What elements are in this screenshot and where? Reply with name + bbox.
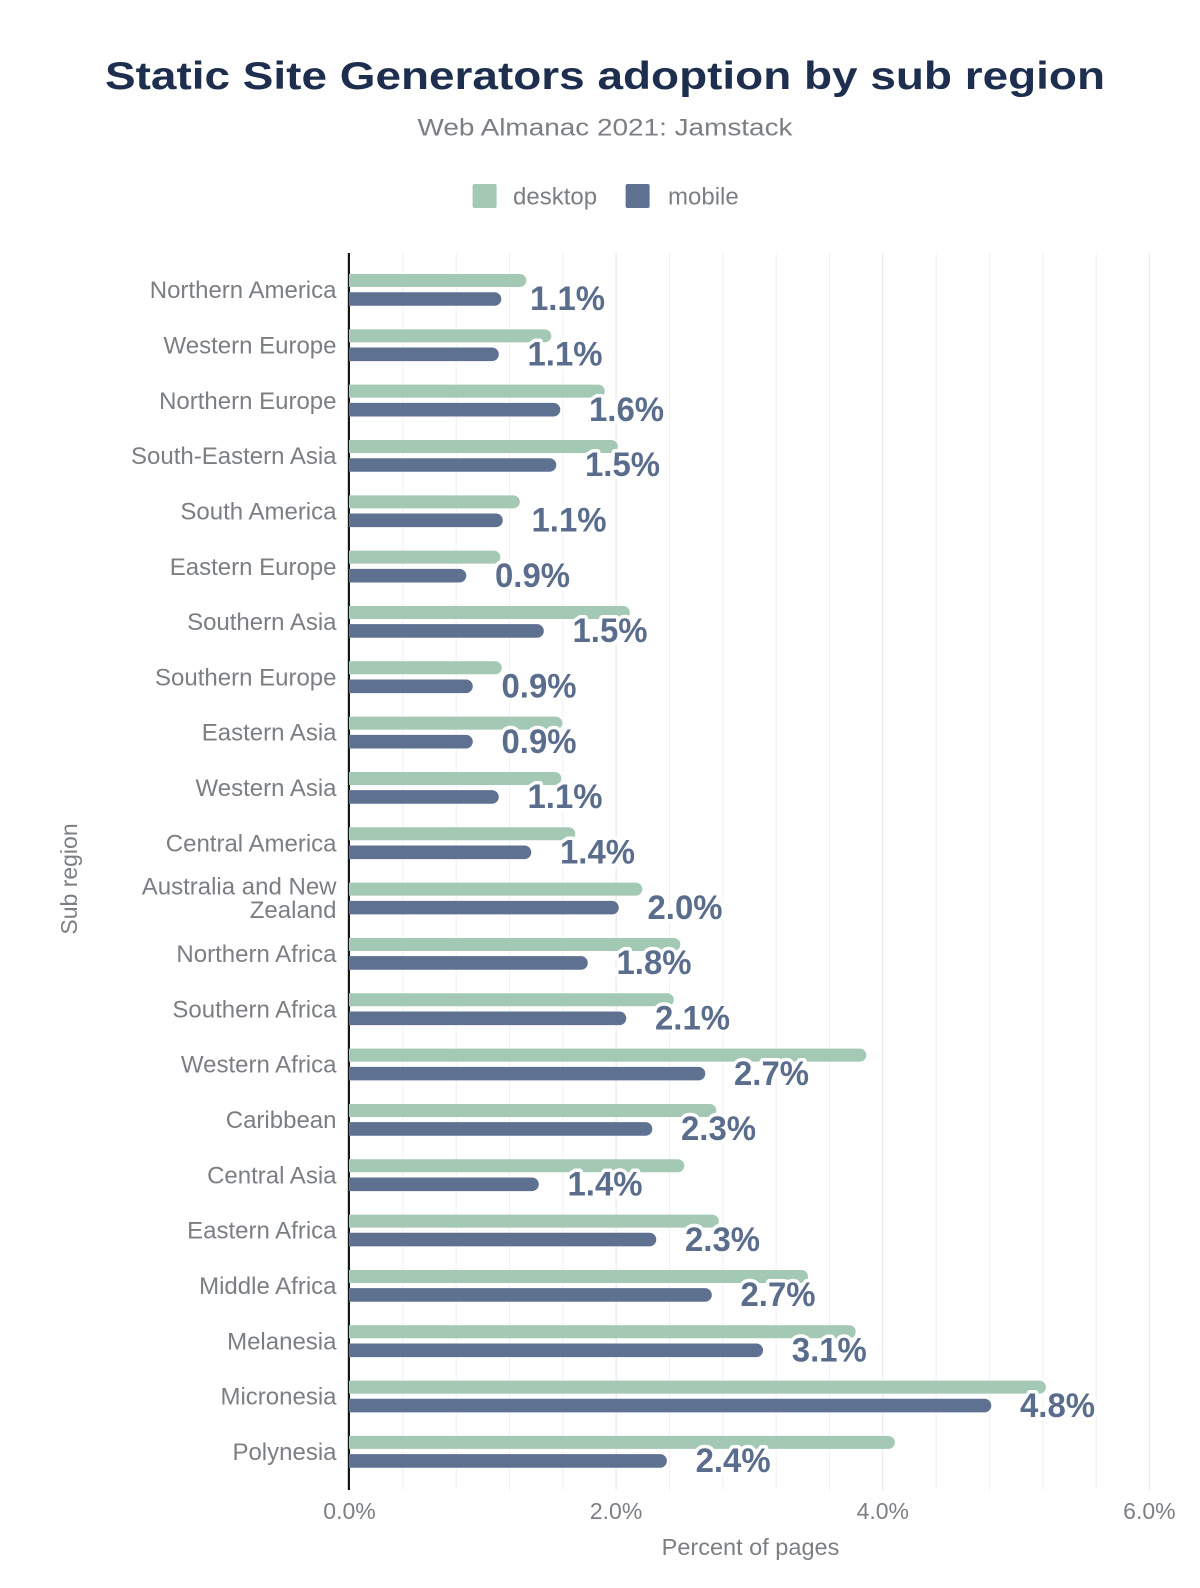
svg-text:1.4%: 1.4% <box>560 834 635 872</box>
svg-text:Northern Africa: Northern Africa <box>176 941 337 968</box>
svg-text:2.1%: 2.1% <box>655 1000 730 1038</box>
svg-text:1.6%: 1.6% <box>589 391 664 429</box>
svg-text:Percent of pages: Percent of pages <box>662 1534 840 1560</box>
svg-text:Central Asia: Central Asia <box>207 1162 337 1189</box>
svg-text:Western Africa: Western Africa <box>181 1052 337 1079</box>
svg-text:desktop: desktop <box>513 184 597 211</box>
svg-text:1.5%: 1.5% <box>585 446 660 484</box>
svg-text:4.0%: 4.0% <box>857 1498 909 1524</box>
svg-text:mobile: mobile <box>668 184 739 211</box>
svg-text:3.1%: 3.1% <box>792 1332 867 1370</box>
svg-text:2.7%: 2.7% <box>734 1055 809 1093</box>
svg-text:1.4%: 1.4% <box>568 1166 643 1204</box>
svg-text:0.9%: 0.9% <box>502 668 577 706</box>
svg-text:Caribbean: Caribbean <box>226 1107 337 1134</box>
svg-text:1.1%: 1.1% <box>528 336 603 374</box>
svg-text:6.0%: 6.0% <box>1123 1498 1175 1524</box>
svg-text:0.9%: 0.9% <box>502 723 577 761</box>
svg-text:South-Eastern Asia: South-Eastern Asia <box>131 443 337 470</box>
svg-text:Eastern Asia: Eastern Asia <box>202 720 337 747</box>
svg-text:Eastern Africa: Eastern Africa <box>187 1218 337 1245</box>
svg-text:Eastern Europe: Eastern Europe <box>170 554 337 581</box>
svg-text:4.8%: 4.8% <box>1020 1387 1095 1425</box>
svg-text:1.5%: 1.5% <box>573 612 648 650</box>
svg-text:2.4%: 2.4% <box>696 1442 771 1480</box>
svg-text:1.8%: 1.8% <box>617 944 692 982</box>
svg-text:Southern Europe: Southern Europe <box>155 664 336 691</box>
svg-text:1.1%: 1.1% <box>530 280 605 318</box>
svg-text:Polynesia: Polynesia <box>232 1439 337 1466</box>
svg-text:Australia and New: Australia and New <box>142 873 337 900</box>
svg-text:Micronesia: Micronesia <box>220 1384 337 1411</box>
svg-text:Static Site Generators adoptio: Static Site Generators adoption by sub r… <box>105 55 1105 98</box>
svg-text:Southern Africa: Southern Africa <box>172 996 337 1023</box>
svg-text:Northern America: Northern America <box>150 277 337 304</box>
svg-text:Web Almanac 2021: Jamstack: Web Almanac 2021: Jamstack <box>418 115 794 142</box>
svg-text:0.9%: 0.9% <box>495 557 570 595</box>
svg-text:2.0%: 2.0% <box>648 889 723 927</box>
svg-text:South America: South America <box>180 498 337 525</box>
svg-text:2.3%: 2.3% <box>681 1110 756 1148</box>
svg-text:Sub region: Sub region <box>56 823 82 934</box>
svg-text:Melanesia: Melanesia <box>227 1328 337 1355</box>
svg-text:2.3%: 2.3% <box>685 1221 760 1259</box>
svg-text:2.7%: 2.7% <box>741 1276 816 1314</box>
svg-text:1.1%: 1.1% <box>528 778 603 816</box>
svg-text:Southern Asia: Southern Asia <box>187 609 337 636</box>
svg-text:Middle Africa: Middle Africa <box>199 1273 337 1300</box>
svg-text:1.1%: 1.1% <box>532 502 607 540</box>
svg-text:2.0%: 2.0% <box>590 1498 642 1524</box>
svg-text:0.0%: 0.0% <box>323 1498 375 1524</box>
svg-text:Zealand: Zealand <box>250 897 337 924</box>
svg-text:Western Asia: Western Asia <box>196 775 338 802</box>
svg-text:Northern Europe: Northern Europe <box>159 388 336 415</box>
svg-text:Central America: Central America <box>166 830 337 857</box>
svg-text:Western Europe: Western Europe <box>164 332 337 359</box>
